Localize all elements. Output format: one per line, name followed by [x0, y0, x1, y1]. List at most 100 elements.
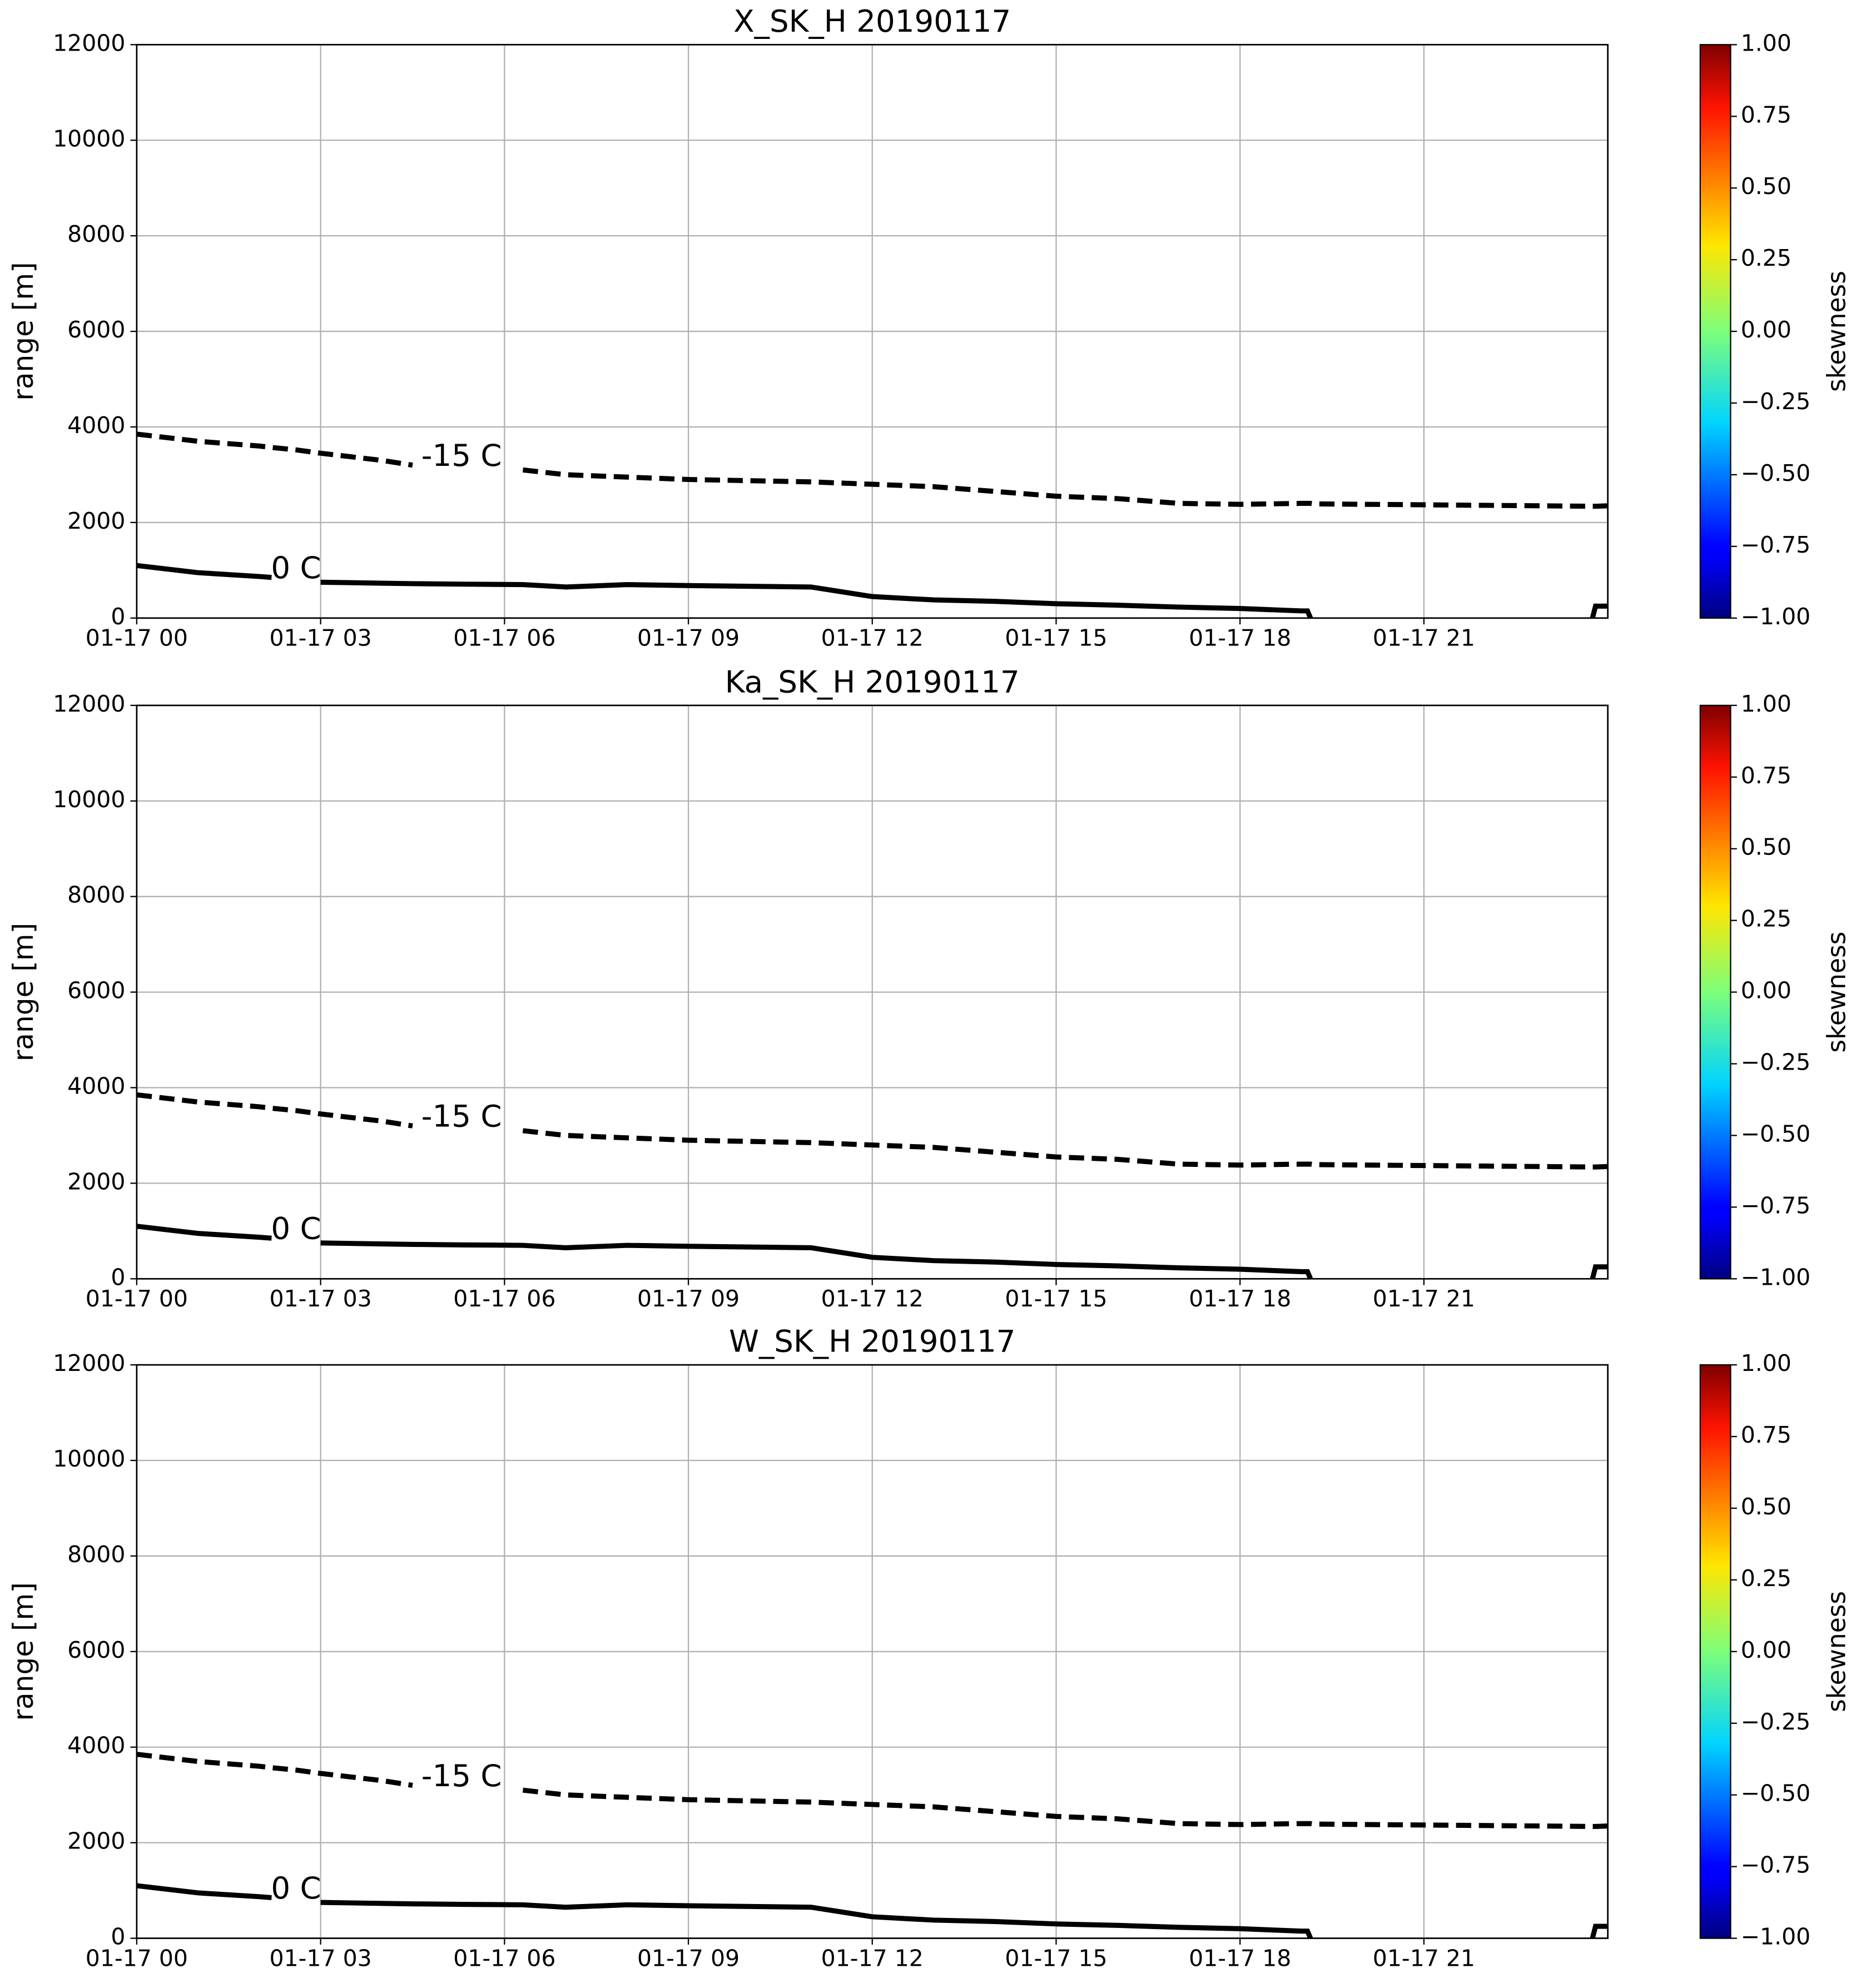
x-tick-label: 01-17 06 [453, 624, 555, 651]
colorbar-tick-label: −0.75 [1741, 1192, 1811, 1219]
x-tick-label: 01-17 15 [1005, 1285, 1107, 1312]
isotherm-line [1590, 1924, 1608, 1939]
isotherm-line [136, 1883, 272, 1901]
isotherm-line [136, 1092, 413, 1129]
chart-title: Ka_SK_H 20190117 [725, 664, 1020, 699]
colorbar-tick-label: −0.25 [1741, 388, 1811, 415]
chart-title: X_SK_H 20190117 [733, 3, 1011, 39]
x-tick-label: 01-17 15 [1005, 1945, 1107, 1971]
y-tick-label: 12000 [53, 1350, 125, 1376]
x-tick-label: 01-17 21 [1373, 1285, 1475, 1312]
colorbar-tick-label: 0.50 [1741, 834, 1791, 861]
x-tick-label: 01-17 09 [637, 1285, 740, 1312]
colorbar-tick-label: 1.00 [1741, 29, 1791, 56]
y-tick-label: 4000 [67, 1072, 125, 1099]
y-tick-label: 2000 [67, 1168, 125, 1195]
x-tick-label: 01-17 21 [1373, 1945, 1475, 1971]
colorbar [1699, 1364, 1731, 1939]
isotherm-label: 0 C [271, 550, 321, 585]
colorbar-tick-label: 1.00 [1741, 1350, 1791, 1376]
y-tick-label: 12000 [53, 690, 125, 717]
colorbar-tick-label: 0.75 [1741, 101, 1791, 128]
x-tick-label: 01-17 03 [270, 624, 372, 651]
colorbar-tick-label: 0.50 [1741, 173, 1791, 200]
colorbar-label: skewness [1822, 932, 1852, 1053]
colorbar-tick-label: −0.25 [1741, 1708, 1811, 1735]
isotherm-line [136, 563, 272, 580]
colorbar-tick-label: 0.75 [1741, 1422, 1791, 1448]
x-tick-label: 01-17 09 [637, 624, 740, 651]
colorbar-tick-label: −0.50 [1741, 1120, 1811, 1147]
colorbar-label: skewness [1822, 271, 1852, 392]
colorbar [1699, 44, 1731, 619]
colorbar-tick-label: 0.50 [1741, 1493, 1791, 1520]
x-tick-label: 01-17 09 [637, 1945, 740, 1971]
y-tick-label: 4000 [67, 412, 125, 439]
x-tick-label: 01-17 12 [821, 1945, 924, 1971]
colorbar-tick-label: −0.25 [1741, 1049, 1811, 1076]
isotherm-line [320, 1240, 1313, 1280]
colorbar-tick-label: 0.75 [1741, 762, 1791, 789]
colorbar-tick-label: 0.25 [1741, 245, 1791, 271]
y-tick-label: 8000 [67, 882, 125, 908]
y-tick-label: 0 [111, 603, 125, 630]
isotherm-line [1590, 1264, 1608, 1280]
y-tick-label: 10000 [53, 1445, 125, 1472]
colorbar-tick-label: −0.50 [1741, 1780, 1811, 1807]
isotherm-line [136, 1224, 272, 1241]
x-tick-label: 01-17 06 [453, 1285, 555, 1312]
y-tick-label: 12000 [53, 29, 125, 56]
x-tick-label: 01-17 03 [270, 1945, 372, 1971]
y-axis-label: range [m] [7, 923, 39, 1061]
isotherm-line [320, 579, 1313, 619]
y-tick-label: 0 [111, 1924, 125, 1950]
plot-frame [136, 43, 1609, 619]
isotherm-line [522, 467, 1608, 509]
y-tick-label: 6000 [67, 977, 125, 1004]
x-tick-label: 01-17 03 [270, 1285, 372, 1312]
isotherm-line [136, 431, 413, 468]
y-axis-label: range [m] [7, 262, 39, 400]
chart-title: W_SK_H 20190117 [729, 1324, 1016, 1359]
isotherm-label: -15 C [421, 438, 502, 473]
isotherm-label: -15 C [421, 1099, 502, 1134]
colorbar-tick-label: −0.75 [1741, 531, 1811, 558]
y-tick-label: 6000 [67, 316, 125, 343]
isotherm-label: 0 C [271, 1211, 321, 1246]
y-tick-label: 8000 [67, 221, 125, 247]
y-tick-label: 10000 [53, 786, 125, 813]
isotherm-label: 0 C [271, 1870, 321, 1906]
x-tick-label: 01-17 00 [86, 624, 188, 651]
colorbar-tick-label: −1.00 [1741, 603, 1811, 630]
isotherm-line [320, 1900, 1313, 1940]
colorbar-tick-label: −0.50 [1741, 460, 1811, 486]
isotherm-line [522, 1128, 1608, 1170]
y-tick-label: 10000 [53, 125, 125, 152]
isotherm-line [522, 1787, 1608, 1829]
x-tick-label: 01-17 21 [1373, 624, 1475, 651]
y-tick-label: 2000 [67, 1828, 125, 1855]
isotherm-label: -15 C [421, 1758, 502, 1793]
x-tick-label: 01-17 00 [86, 1945, 188, 1971]
isotherm-line [1590, 603, 1608, 619]
y-tick-label: 6000 [67, 1637, 125, 1663]
plot-frame [136, 1364, 1609, 1939]
x-tick-label: 01-17 12 [821, 624, 924, 651]
colorbar-tick-label: 0.25 [1741, 906, 1791, 932]
colorbar-tick-label: −1.00 [1741, 1924, 1811, 1950]
x-tick-label: 01-17 00 [86, 1285, 188, 1312]
y-tick-label: 8000 [67, 1541, 125, 1568]
colorbar-tick-label: −1.00 [1741, 1264, 1811, 1290]
colorbar-tick-label: 0.00 [1741, 1637, 1791, 1663]
y-tick-label: 4000 [67, 1732, 125, 1759]
colorbar-label: skewness [1822, 1591, 1852, 1712]
colorbar-tick-label: 0.25 [1741, 1565, 1791, 1592]
x-tick-label: 01-17 18 [1189, 1945, 1291, 1971]
colorbar-tick-label: 0.00 [1741, 316, 1791, 343]
colorbar-tick-label: 0.00 [1741, 977, 1791, 1004]
colorbar-tick-label: −0.75 [1741, 1852, 1811, 1878]
x-tick-label: 01-17 06 [453, 1945, 555, 1971]
colorbar [1699, 704, 1731, 1280]
